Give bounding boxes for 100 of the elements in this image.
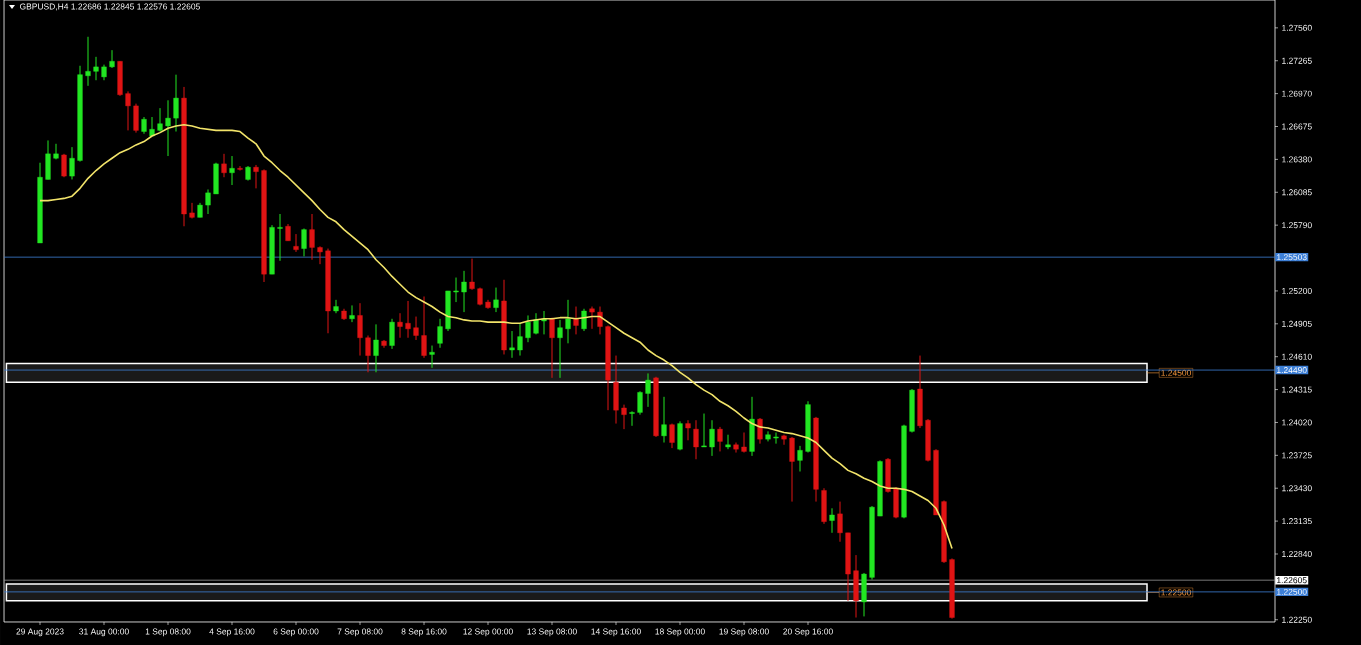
candlestick — [493, 287, 499, 313]
candlestick — [517, 322, 523, 357]
candlestick — [645, 372, 651, 408]
candlestick — [301, 228, 307, 257]
candlestick — [693, 419, 699, 460]
y-tick-label: 1.24905 — [1282, 320, 1312, 327]
candlestick — [173, 74, 179, 133]
candlestick — [69, 146, 75, 180]
candlestick — [773, 431, 779, 445]
candlestick — [589, 306, 595, 330]
x-tick-label: 6 Sep 00:00 — [273, 628, 319, 637]
y-tick-label: 1.23430 — [1282, 485, 1312, 492]
candlestick — [597, 306, 603, 335]
candlestick — [669, 423, 675, 449]
candlestick — [277, 213, 283, 262]
x-tick-label: 31 Aug 00:00 — [79, 628, 129, 637]
candlestick — [357, 302, 363, 357]
y-tick-label: 1.27265 — [1282, 57, 1312, 64]
candlestick — [525, 314, 531, 343]
candlestick — [789, 436, 795, 503]
x-tick-label: 19 Sep 08:00 — [719, 628, 769, 637]
candlestick — [317, 245, 323, 265]
x-tick-label: 29 Aug 2023 — [16, 628, 64, 637]
x-tick-label: 18 Sep 00:00 — [655, 628, 705, 637]
candlestick — [557, 319, 563, 379]
candlestick — [709, 419, 715, 457]
y-tick-label: 1.24315 — [1282, 386, 1312, 393]
x-tick-label: 7 Sep 08:00 — [337, 628, 383, 637]
candlestick — [397, 312, 403, 339]
candlestick — [125, 90, 131, 131]
y-tick-label: 1.25200 — [1282, 287, 1312, 294]
candlestick — [565, 299, 571, 344]
candlestick — [365, 335, 371, 373]
y-tick-label: 1.26380 — [1282, 156, 1312, 163]
ref-line-label: 1.24490 — [1277, 367, 1307, 374]
candlestick — [757, 417, 763, 445]
candlestick — [837, 501, 843, 543]
y-tick-label: 1.24020 — [1282, 419, 1312, 426]
candlestick — [549, 317, 555, 379]
candlestick — [189, 202, 195, 219]
candlestick — [429, 345, 435, 369]
band-label: 1.22500 — [1161, 589, 1191, 596]
ref-line-label: 1.25503 — [1277, 254, 1307, 261]
candlestick — [93, 56, 99, 81]
candlestick — [781, 434, 787, 446]
candlestick — [469, 258, 475, 291]
y-tick-label: 1.26970 — [1282, 90, 1312, 97]
candlestick — [797, 445, 803, 472]
chart-title: GBPUSD,H4 1.22686 1.22845 1.22576 1.22605 — [19, 3, 200, 11]
candlestick — [413, 316, 419, 341]
x-tick-label: 13 Sep 08:00 — [527, 628, 577, 637]
y-tick-label: 1.23135 — [1282, 518, 1312, 525]
candlestick — [157, 107, 163, 133]
candlestick — [85, 36, 91, 87]
candlestick — [333, 299, 339, 314]
x-tick-label: 1 Sep 08:00 — [145, 628, 191, 637]
y-tick-label: 1.26085 — [1282, 189, 1312, 196]
candlestick — [309, 213, 315, 261]
candlestick — [573, 306, 579, 335]
y-tick-label: 1.22840 — [1282, 551, 1312, 557]
candlestick — [221, 153, 227, 178]
candlestick — [629, 410, 635, 427]
candlestick — [829, 507, 835, 534]
y-tick-label: 1.25790 — [1282, 222, 1312, 229]
candlestick — [437, 318, 443, 349]
candlestick — [237, 165, 243, 172]
x-tick-label: 12 Sep 00:00 — [463, 628, 513, 637]
candlestick — [229, 155, 235, 186]
candlestick — [453, 277, 459, 303]
candlestick — [685, 419, 691, 441]
x-tick-label: 4 Sep 16:00 — [209, 628, 255, 637]
candlestick — [373, 323, 379, 373]
candlestick — [637, 390, 643, 416]
candlestick — [509, 330, 515, 359]
candlestick — [253, 164, 259, 189]
candlestick — [293, 233, 299, 253]
candlestick — [621, 404, 627, 430]
candlestick — [741, 431, 747, 454]
candlestick — [109, 49, 115, 69]
y-tick-label: 1.27560 — [1282, 24, 1312, 31]
x-tick-label: 8 Sep 16:00 — [401, 628, 447, 637]
candlestick — [725, 434, 731, 450]
ref-line-label: 1.22605 — [1277, 577, 1307, 584]
candlestick — [349, 304, 355, 323]
candlestick — [165, 99, 171, 157]
candlestick — [661, 396, 667, 444]
candlestick — [461, 270, 467, 313]
y-tick-label: 1.22250 — [1282, 616, 1312, 623]
candlestick — [405, 300, 411, 339]
candlestick — [701, 413, 707, 448]
candlestick — [53, 143, 59, 160]
x-tick-label: 14 Sep 16:00 — [591, 628, 641, 637]
y-tick-label: 1.23725 — [1282, 452, 1312, 459]
band-label: 1.24500 — [1161, 369, 1191, 376]
y-tick-label: 1.26675 — [1282, 123, 1312, 130]
candlestick — [389, 318, 395, 350]
x-tick-label: 20 Sep 16:00 — [783, 628, 833, 637]
candlestick — [421, 295, 427, 359]
ref-line-label: 1.22500 — [1277, 588, 1307, 595]
y-tick-label: 1.24610 — [1282, 353, 1312, 360]
